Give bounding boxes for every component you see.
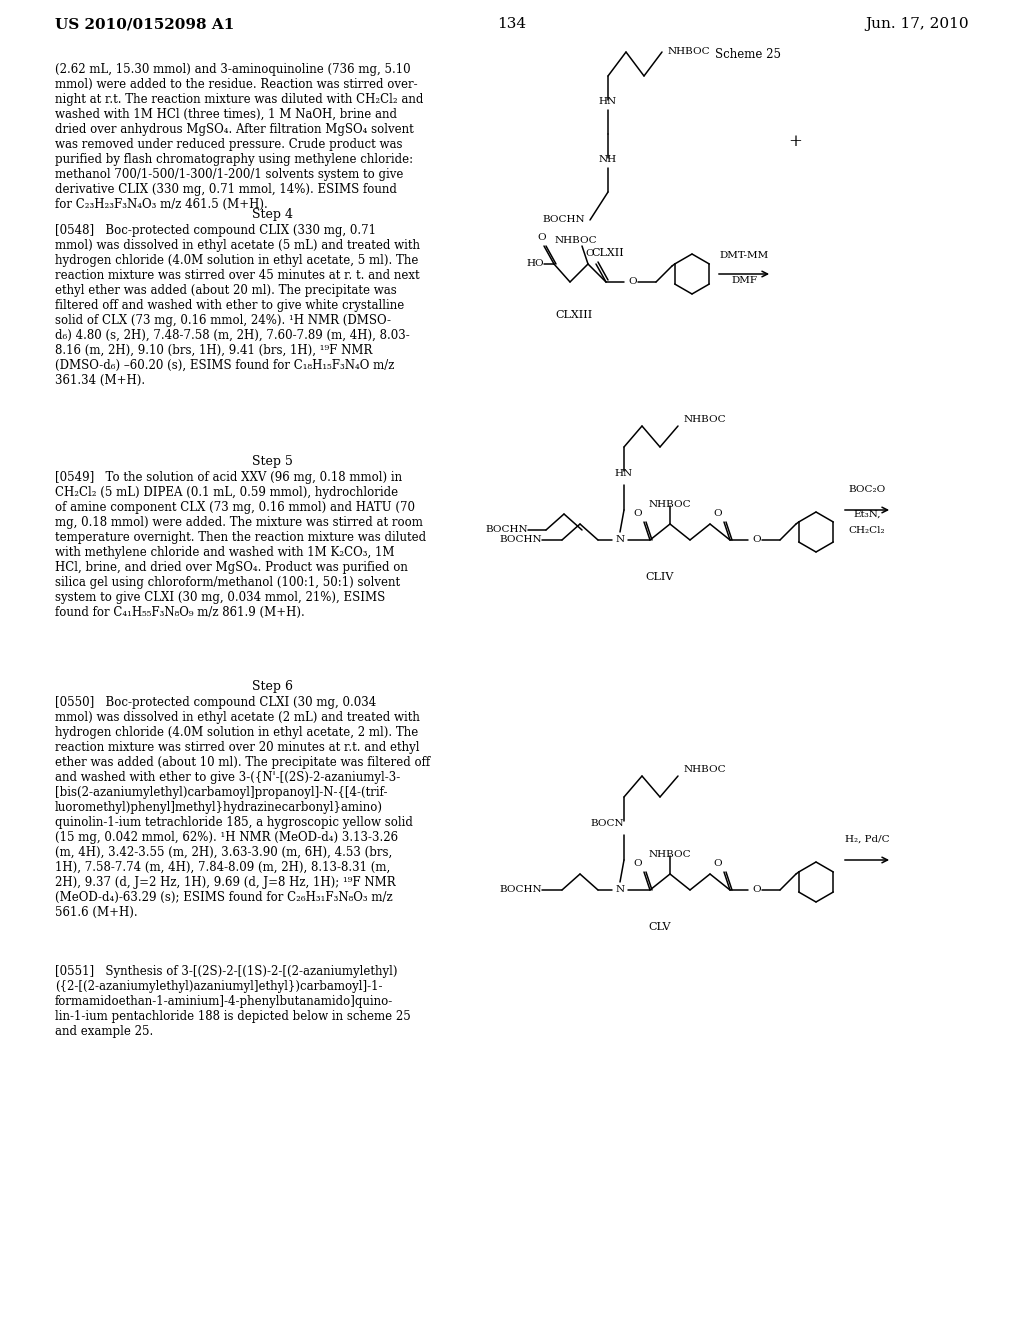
Text: HN: HN	[599, 96, 617, 106]
Text: [0551]   Synthesis of 3-[(2S)-2-[(1S)-2-[(2-azaniumylethyl)
({2-[(2-azaniumyleth: [0551] Synthesis of 3-[(2S)-2-[(1S)-2-[(…	[55, 965, 411, 1038]
Text: Scheme 25: Scheme 25	[715, 48, 781, 61]
Text: [0550]   Boc-protected compound CLXI (30 mg, 0.034
mmol) was dissolved in ethyl : [0550] Boc-protected compound CLXI (30 m…	[55, 696, 430, 919]
Text: NH: NH	[599, 154, 617, 164]
Text: NHBOC: NHBOC	[684, 766, 727, 775]
Text: O: O	[752, 536, 761, 544]
Text: DMF: DMF	[731, 276, 757, 285]
Text: HO: HO	[526, 260, 544, 268]
Text: BOCHN: BOCHN	[500, 886, 542, 895]
Text: HN: HN	[615, 469, 633, 478]
Text: Et₃N,: Et₃N,	[853, 510, 881, 519]
Text: BOCHN: BOCHN	[500, 536, 542, 544]
Text: H₂, Pd/C: H₂, Pd/C	[845, 836, 889, 843]
Text: O: O	[714, 510, 722, 517]
Text: CH₂Cl₂: CH₂Cl₂	[849, 525, 886, 535]
Text: +: +	[788, 133, 802, 150]
Text: BOCN: BOCN	[591, 818, 624, 828]
Text: N: N	[615, 536, 625, 544]
Text: O: O	[628, 277, 637, 286]
Text: CLXII: CLXII	[592, 248, 625, 257]
Text: 134: 134	[498, 17, 526, 30]
Text: NHBOC: NHBOC	[648, 500, 691, 510]
Text: Step 5: Step 5	[252, 455, 293, 469]
Text: [0549]   To the solution of acid XXV (96 mg, 0.18 mmol) in
CH₂Cl₂ (5 mL) DIPEA (: [0549] To the solution of acid XXV (96 m…	[55, 471, 426, 619]
Text: O: O	[634, 859, 642, 869]
Text: Jun. 17, 2010: Jun. 17, 2010	[865, 17, 969, 30]
Text: O: O	[752, 886, 761, 895]
Text: NHBOC: NHBOC	[684, 416, 727, 425]
Text: CLXIII: CLXIII	[555, 310, 593, 319]
Text: NHBOC: NHBOC	[668, 48, 711, 57]
Text: BOCHN: BOCHN	[543, 215, 585, 224]
Text: BOCHN: BOCHN	[485, 525, 528, 535]
Text: US 2010/0152098 A1: US 2010/0152098 A1	[55, 17, 234, 30]
Text: (2.62 mL, 15.30 mmol) and 3-aminoquinoline (736 mg, 5.10
mmol) were added to the: (2.62 mL, 15.30 mmol) and 3-aminoquinoli…	[55, 63, 423, 211]
Text: NHBOC: NHBOC	[648, 850, 691, 859]
Text: N: N	[615, 886, 625, 895]
Text: [0548]   Boc-protected compound CLIX (330 mg, 0.71
mmol) was dissolved in ethyl : [0548] Boc-protected compound CLIX (330 …	[55, 224, 420, 387]
Text: CLV: CLV	[649, 921, 672, 932]
Text: O: O	[714, 859, 722, 869]
Text: Step 4: Step 4	[252, 209, 293, 220]
Text: DMT-MM: DMT-MM	[720, 251, 769, 260]
Text: O: O	[634, 510, 642, 517]
Text: NHBOC: NHBOC	[555, 236, 597, 246]
Text: O: O	[538, 234, 547, 242]
Text: BOC₂O: BOC₂O	[848, 484, 886, 494]
Text: O: O	[586, 249, 594, 257]
Text: CLIV: CLIV	[646, 572, 674, 582]
Text: Step 6: Step 6	[252, 680, 293, 693]
